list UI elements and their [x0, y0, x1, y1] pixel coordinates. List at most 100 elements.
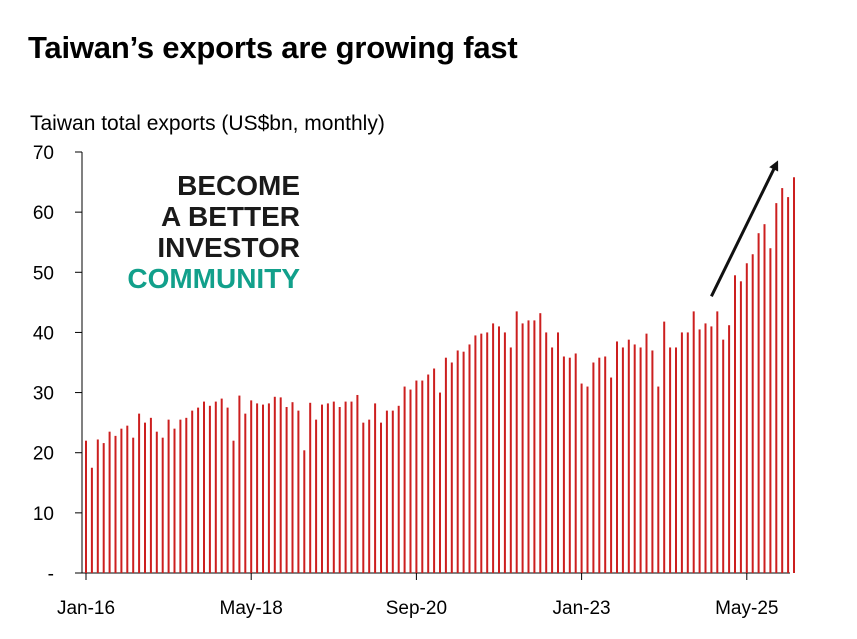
chart-subtitle: Taiwan total exports (US$bn, monthly) — [30, 112, 385, 135]
y-tick-label: 30 — [33, 384, 54, 405]
bar — [214, 401, 217, 573]
bar — [391, 410, 394, 573]
bar — [610, 377, 613, 573]
bar — [651, 350, 654, 573]
bar — [545, 332, 548, 573]
bar — [439, 392, 441, 573]
bar — [403, 386, 406, 573]
bar — [244, 413, 247, 573]
bar — [787, 197, 790, 573]
bar — [533, 320, 536, 573]
bar — [421, 380, 424, 573]
bar — [285, 407, 288, 573]
bar — [503, 332, 506, 573]
bar — [350, 401, 353, 573]
bar — [338, 407, 341, 573]
bar — [680, 332, 683, 573]
x-tick-label: May-25 — [715, 598, 778, 619]
bar — [256, 403, 259, 573]
bar — [515, 311, 518, 573]
bar — [297, 410, 300, 573]
chart-title: Taiwan’s exports are growing fast — [28, 30, 518, 65]
bar — [96, 439, 99, 573]
bar — [775, 203, 778, 573]
bar — [126, 425, 129, 573]
bar — [90, 467, 93, 573]
bar — [85, 440, 87, 573]
y-tick-label: 60 — [33, 203, 54, 224]
y-tick-label: 20 — [33, 444, 54, 465]
bar — [781, 188, 784, 574]
bar — [149, 417, 152, 573]
bar — [267, 403, 270, 573]
bar — [769, 248, 772, 573]
bar — [433, 368, 436, 573]
bar — [586, 386, 589, 573]
bar — [604, 356, 607, 573]
bar — [397, 405, 400, 573]
bar — [220, 398, 223, 573]
bar — [580, 383, 583, 573]
bar — [385, 410, 388, 573]
watermark-line-2: A BETTER — [161, 201, 300, 232]
bar — [108, 431, 111, 573]
bar — [739, 281, 742, 573]
bar — [757, 233, 760, 573]
bar — [409, 389, 412, 573]
y-tick-label: 50 — [33, 263, 54, 284]
bar — [574, 353, 577, 573]
bar — [380, 422, 382, 573]
x-tick-label: Jan-23 — [553, 598, 611, 619]
bar — [273, 396, 276, 573]
bar — [450, 362, 453, 573]
bar — [704, 323, 707, 573]
bar — [521, 323, 524, 573]
bar — [262, 404, 264, 573]
bar — [197, 407, 200, 573]
bar — [303, 450, 306, 573]
bar — [362, 422, 365, 573]
bar — [763, 224, 766, 573]
bar — [698, 329, 701, 573]
bar — [208, 405, 211, 573]
y-tick-label: 10 — [33, 504, 54, 525]
bar — [633, 344, 636, 573]
bar — [657, 386, 660, 573]
bar — [456, 350, 459, 573]
bar — [356, 394, 359, 573]
x-tick-label: Jan-16 — [57, 598, 115, 619]
bar — [332, 401, 335, 573]
bar — [722, 339, 725, 573]
bar — [616, 341, 618, 573]
bar — [309, 402, 312, 573]
bar — [728, 325, 731, 573]
bar — [462, 351, 465, 573]
bar — [710, 326, 713, 573]
bar — [486, 332, 489, 573]
bar — [203, 401, 205, 573]
watermark-line-community: COMMUNITY — [127, 263, 300, 294]
bar — [374, 403, 377, 573]
bar — [751, 254, 754, 573]
bar — [645, 333, 648, 573]
bar — [562, 356, 565, 573]
watermark-line-3: INVESTOR — [157, 232, 300, 263]
bar — [415, 380, 418, 573]
bar — [568, 357, 571, 573]
bar — [527, 320, 530, 573]
bar — [232, 440, 235, 573]
y-tick-label: 40 — [33, 323, 54, 344]
bar — [191, 410, 194, 573]
bar — [321, 404, 323, 573]
bar — [592, 362, 595, 573]
trend-arrow — [710, 160, 779, 298]
bar — [498, 326, 500, 573]
y-tick-label: - — [48, 564, 54, 585]
bar — [557, 332, 559, 573]
bar — [598, 357, 601, 573]
bar — [627, 339, 630, 573]
bar — [639, 347, 642, 573]
bar — [468, 344, 471, 573]
bar — [509, 347, 512, 573]
